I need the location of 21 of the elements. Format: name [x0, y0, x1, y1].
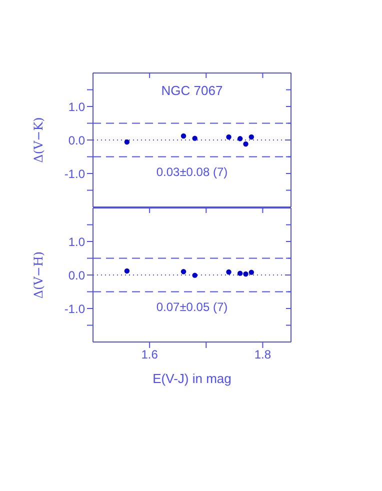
annotation: 0.07±0.05 (7): [155, 300, 229, 314]
text: NGC 7067: [160, 83, 224, 98]
y-tick-label: -1.0: [64, 166, 86, 181]
x-axis-title: E(V-J) in mag: [152, 371, 232, 386]
point: [226, 134, 232, 140]
point: [124, 139, 130, 145]
y-axis-title: Δ(V−H): [31, 251, 46, 299]
annotation: 0.03±0.08 (7): [155, 165, 229, 180]
y-tick-label: 0.0: [68, 133, 86, 148]
point: [192, 136, 198, 141]
x-tick-label: 1.6: [141, 348, 158, 362]
point: [248, 134, 254, 140]
point: [237, 136, 243, 142]
point: [180, 133, 186, 139]
point: [243, 141, 248, 147]
y-tick-label: 1.0: [68, 234, 86, 249]
y-tick-label: 1.0: [68, 100, 86, 114]
y-axis-title: Δ(V−K): [31, 117, 46, 163]
x-tick-label: 1.8: [254, 348, 272, 362]
y-tick-label: 0.0: [68, 268, 86, 282]
y-tick-label: -1.0: [64, 302, 86, 316]
